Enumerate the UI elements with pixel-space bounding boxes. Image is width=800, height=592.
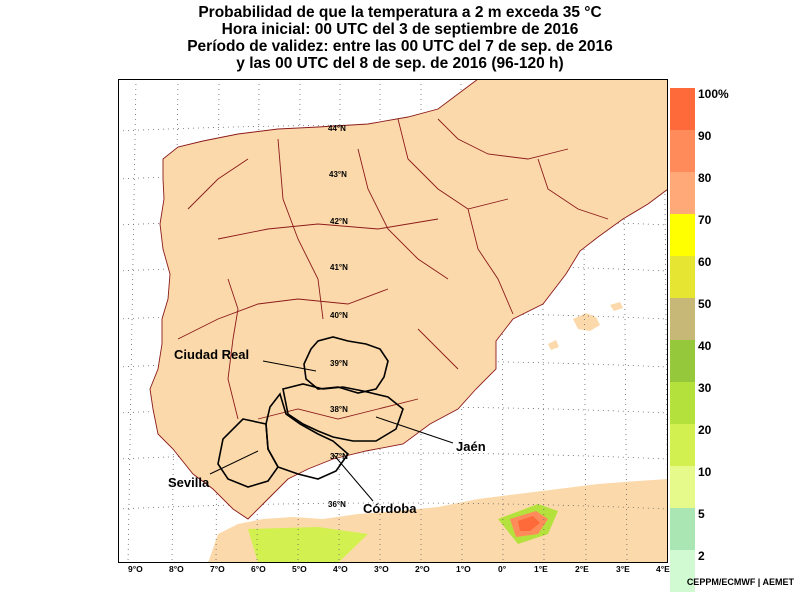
legend-label: 2 bbox=[698, 549, 705, 563]
legend-label: 70 bbox=[698, 213, 712, 227]
lon-label-3e: 3°E bbox=[616, 564, 630, 574]
lon-label-4e: 4°E bbox=[656, 564, 670, 574]
legend-swatch bbox=[670, 508, 695, 550]
sevilla-boundary bbox=[217, 418, 279, 488]
legend-swatch bbox=[670, 214, 695, 256]
ciudad-real-boundary bbox=[303, 336, 389, 394]
jaen-boundary bbox=[282, 383, 404, 442]
color-legend: 100% 90 80 70 60 50 40 30 20 10 5 2 bbox=[670, 87, 750, 592]
lon-label-1e: 1°E bbox=[534, 564, 548, 574]
legend-swatch bbox=[670, 256, 695, 298]
legend-label: 40 bbox=[698, 339, 712, 353]
legend-swatch bbox=[670, 424, 695, 466]
probability-map: Ciudad Real Jaén Sevilla Córdoba 44°N 43… bbox=[118, 79, 668, 563]
lat-label-36: 36°N bbox=[328, 500, 346, 509]
title-line-4: y las 00 UTC del 8 de sep. de 2016 (96-1… bbox=[236, 55, 564, 72]
lon-label-0: 0° bbox=[498, 564, 507, 574]
legend-swatch bbox=[670, 382, 695, 424]
lat-label-37: 37°N bbox=[330, 452, 348, 461]
lon-label-5w: 5°O bbox=[292, 564, 307, 574]
credit-text: CEPPM/ECMWF | AEMET bbox=[686, 577, 794, 587]
lat-label-39: 39°N bbox=[330, 359, 348, 368]
place-label-cordoba: Córdoba bbox=[363, 501, 417, 516]
lon-label-9w: 9°O bbox=[128, 564, 143, 574]
legend-label: 60 bbox=[698, 255, 712, 269]
legend-label: 5 bbox=[698, 507, 705, 521]
legend-swatch bbox=[670, 550, 695, 592]
legend-swatch bbox=[670, 298, 695, 340]
lat-label-42: 42°N bbox=[330, 217, 348, 226]
legend-label: 100% bbox=[698, 87, 729, 101]
title-line-1: Probabilidad de que la temperatura a 2 m… bbox=[198, 4, 602, 21]
legend-swatch bbox=[670, 340, 695, 382]
legend-swatch bbox=[670, 88, 695, 130]
legend-label: 50 bbox=[698, 297, 712, 311]
lon-label-7w: 7°O bbox=[210, 564, 225, 574]
mallorca bbox=[573, 313, 600, 331]
place-label-sevilla: Sevilla bbox=[168, 475, 210, 490]
lat-label-40: 40°N bbox=[330, 311, 348, 320]
legend-label: 30 bbox=[698, 381, 712, 395]
lon-label-6w: 6°O bbox=[251, 564, 266, 574]
lon-label-2e: 2°E bbox=[575, 564, 589, 574]
lon-label-4w: 4°O bbox=[333, 564, 348, 574]
legend-swatch bbox=[670, 172, 695, 214]
place-label-ciudad-real: Ciudad Real bbox=[174, 347, 249, 362]
chart-title: Probabilidad de que la temperatura a 2 m… bbox=[0, 4, 800, 72]
lon-label-8w: 8°O bbox=[169, 564, 184, 574]
place-annotations: Ciudad Real Jaén Sevilla Córdoba bbox=[168, 347, 486, 516]
legend-label: 90 bbox=[698, 129, 712, 143]
map-frame bbox=[118, 79, 668, 563]
title-line-2: Hora inicial: 00 UTC del 3 de septiembre… bbox=[221, 21, 579, 38]
place-label-jaen: Jaén bbox=[456, 439, 486, 454]
lat-label-43: 43°N bbox=[329, 170, 347, 179]
lat-label-44: 44°N bbox=[328, 124, 346, 133]
legend-label: 20 bbox=[698, 423, 712, 437]
lon-label-2w: 2°O bbox=[415, 564, 430, 574]
lat-label-38: 38°N bbox=[330, 405, 348, 414]
legend-swatch bbox=[670, 130, 695, 172]
legend-label: 80 bbox=[698, 171, 712, 185]
lon-label-3w: 3°O bbox=[374, 564, 389, 574]
menorca bbox=[610, 302, 623, 311]
ibiza bbox=[548, 340, 559, 350]
lon-label-1w: 1°O bbox=[456, 564, 471, 574]
legend-swatch bbox=[670, 466, 695, 508]
title-line-3: Período de validez: entre las 00 UTC del… bbox=[187, 38, 613, 55]
regional-borders bbox=[149, 79, 668, 520]
lat-label-41: 41°N bbox=[330, 263, 348, 272]
highlighted-provinces bbox=[217, 336, 404, 488]
legend-label: 10 bbox=[698, 465, 712, 479]
latitude-labels: 44°N 43°N 42°N 41°N 40°N 39°N 38°N 37°N … bbox=[328, 124, 348, 509]
